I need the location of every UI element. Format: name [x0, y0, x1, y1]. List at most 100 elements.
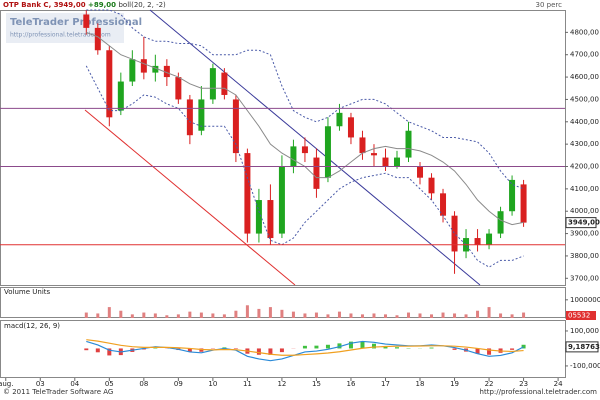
candle-body	[267, 200, 274, 239]
x-tick-label: 11	[243, 380, 252, 388]
x-tick-label: 24	[554, 380, 563, 388]
candle-body	[370, 153, 377, 156]
y-tick-label: 4300,00	[570, 140, 599, 148]
macd-line	[86, 339, 524, 356]
volume-bar	[407, 312, 411, 318]
candle-body	[255, 200, 262, 234]
candle-body	[520, 184, 527, 223]
macd-histogram	[371, 343, 376, 349]
x-tick-label: 05	[105, 380, 114, 388]
macd-histogram	[187, 348, 192, 352]
volume-bar	[464, 314, 468, 318]
macd-histogram	[510, 348, 515, 350]
volume-bar	[510, 314, 514, 318]
x-tick-label: 17	[381, 380, 390, 388]
x-tick-label: 15	[312, 380, 321, 388]
volume-bar	[130, 314, 134, 318]
candle-body	[301, 146, 308, 154]
symbol: OTP Bank C	[3, 1, 49, 9]
x-tick-label: 03	[36, 380, 45, 388]
macd-histogram	[521, 344, 526, 349]
volume-bar	[314, 312, 318, 318]
candle-body	[428, 177, 435, 194]
volume-bar	[199, 312, 203, 318]
candle-body	[324, 126, 331, 178]
candle-body	[474, 238, 481, 245]
macd-histogram	[268, 348, 273, 355]
volume-bar	[395, 315, 399, 318]
volume-bar	[372, 313, 376, 318]
candle-body	[509, 179, 516, 212]
macd-histogram	[279, 348, 284, 353]
macd-histogram	[337, 343, 342, 349]
last-price-label: 3949,00	[568, 219, 600, 227]
volume-bar	[360, 314, 364, 318]
macd-histogram	[348, 341, 353, 349]
candle-body	[486, 233, 493, 245]
candle-body	[106, 50, 113, 118]
candle-body	[94, 27, 101, 51]
candle-body	[440, 193, 447, 216]
copyright: © 2011 TeleTrader Software AG	[3, 388, 113, 396]
candle-body	[117, 81, 124, 111]
x-tick-label: 09	[174, 380, 183, 388]
candle-body	[198, 99, 205, 131]
volume-bar	[119, 310, 123, 318]
candle-body	[451, 215, 458, 252]
macd-histogram	[360, 341, 365, 349]
volume-bar	[96, 313, 100, 318]
interval: 30 perc	[536, 1, 563, 9]
volume-bar	[326, 314, 330, 318]
macd-histogram	[383, 346, 388, 349]
price-panel	[0, 10, 566, 286]
last-price-box	[565, 217, 597, 229]
trend-line	[84, 109, 296, 286]
volume-bar	[303, 313, 307, 318]
candle-body	[83, 14, 90, 28]
macd-histogram	[199, 348, 204, 352]
x-tick-label: 22	[485, 380, 494, 388]
candle-body	[140, 59, 147, 73]
candle-body	[393, 157, 400, 167]
last-macd-box	[565, 341, 599, 353]
volume-bar	[153, 313, 157, 318]
x-tick-label: 18	[416, 380, 425, 388]
y-tick-label: 3900,00	[570, 230, 599, 238]
macd-histogram	[95, 348, 100, 353]
volume-bar	[107, 307, 111, 318]
y-tick-label: 4000,00	[570, 207, 599, 215]
candle-body	[221, 72, 228, 95]
candle-body	[347, 117, 354, 138]
header: OTP Bank C, 3949,00 +89,00 boll(20, 2, -…	[3, 1, 166, 9]
volume-bar	[418, 313, 422, 318]
macd-histogram	[233, 348, 238, 349]
macd-histogram	[325, 344, 330, 349]
y-tick-label: 100,000	[570, 327, 599, 335]
macd-histogram	[302, 345, 307, 349]
x-tick-label: 23	[519, 380, 528, 388]
y-tick-label: 4600,00	[570, 73, 599, 81]
candle-body	[313, 157, 320, 189]
panel-title: Volume Units	[4, 288, 51, 296]
footer-url: http://professional.teletrader.com	[480, 388, 598, 396]
y-tick-label: 1000000	[570, 296, 600, 304]
x-tick-label: 19	[450, 380, 459, 388]
y-tick-label: 4500,00	[570, 95, 599, 103]
candle-body	[152, 65, 159, 73]
candle-body	[129, 59, 136, 82]
last-volume-box	[566, 311, 596, 320]
volume-bar	[211, 313, 215, 318]
macd-histogram	[475, 348, 480, 354]
candle-body	[359, 137, 366, 154]
y-tick-label: 4200,00	[570, 163, 599, 171]
volume-bar	[188, 311, 192, 318]
candle-body	[186, 99, 193, 136]
volume-bar	[291, 311, 295, 318]
candle-body	[382, 157, 389, 167]
y-tick-label: 4100,00	[570, 185, 599, 193]
candle-body	[244, 153, 251, 234]
indicator: boll(20, 2, -2)	[118, 1, 166, 9]
y-tick-label: -100,000	[570, 362, 600, 370]
